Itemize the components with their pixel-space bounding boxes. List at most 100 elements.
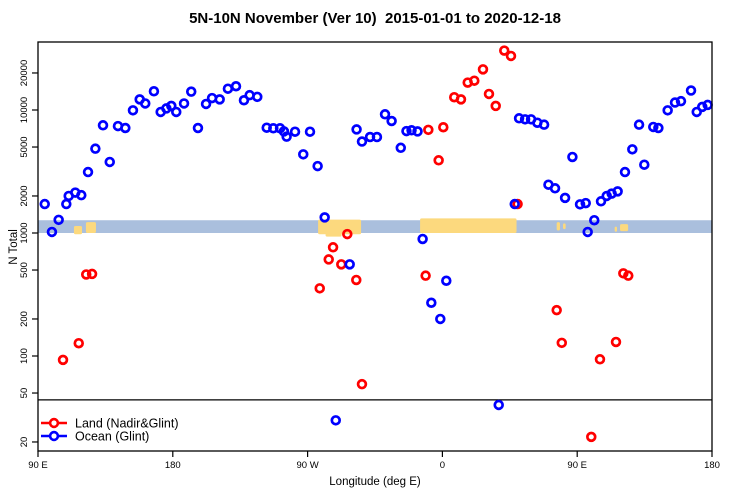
data-point — [281, 131, 292, 142]
x-tick-label: 90 E — [567, 460, 587, 471]
y-tick-label: 2000 — [19, 185, 30, 206]
data-point — [401, 125, 412, 137]
data-point — [435, 313, 446, 325]
data-point — [97, 120, 109, 131]
data-point — [574, 199, 586, 210]
data-point — [61, 198, 72, 210]
data-point — [551, 304, 562, 316]
data-point — [477, 64, 489, 75]
y-axis: 20 50 100 200 500 1000 2000 5000 10000 20000 — [19, 60, 38, 448]
y-tick-label: 100 — [19, 348, 30, 364]
data-point — [412, 126, 423, 137]
data-point — [594, 354, 606, 365]
data-point — [685, 85, 697, 96]
y-tick-label: 10000 — [19, 97, 30, 123]
data-point — [623, 270, 634, 281]
data-point — [170, 106, 182, 118]
data-point — [662, 105, 673, 116]
land-patch — [620, 224, 629, 232]
data-point — [702, 99, 713, 111]
data-point — [82, 166, 94, 178]
chart-title: 5N-10N November (Ver 10) 2015-01-01 to 2… — [189, 10, 561, 27]
data-point — [538, 119, 550, 130]
data-point — [559, 192, 571, 204]
x-tick-label: 180 — [165, 460, 181, 471]
data-point — [323, 254, 334, 265]
data-point — [417, 233, 428, 245]
data-point — [499, 45, 510, 56]
land-points — [57, 45, 634, 443]
data-point — [433, 155, 444, 166]
data-point — [222, 83, 234, 94]
data-point — [426, 297, 437, 308]
data-point — [330, 415, 342, 426]
land-patch — [556, 222, 560, 231]
plot-frame — [37, 41, 713, 452]
data-point — [342, 228, 353, 240]
data-point — [185, 86, 197, 97]
data-point — [675, 95, 687, 107]
data-point — [178, 98, 190, 109]
data-point — [589, 214, 600, 226]
data-point — [344, 259, 355, 270]
y-tick-label: 500 — [19, 262, 30, 278]
data-point — [455, 94, 467, 105]
data-point — [395, 142, 407, 154]
y-tick-label: 20 — [19, 437, 30, 448]
data-point — [483, 88, 495, 100]
y-tick-label: 1000 — [19, 222, 30, 243]
data-point — [580, 197, 591, 209]
data-point — [86, 268, 98, 280]
data-point — [351, 274, 362, 286]
data-point — [238, 95, 250, 106]
data-point — [327, 242, 339, 253]
x-axis: 90 E 180 90 W 0 90 E 180 — [28, 451, 720, 471]
y-tick-label: 200 — [19, 311, 30, 327]
data-point — [648, 121, 659, 133]
reference-band — [38, 220, 712, 233]
data-point — [148, 86, 160, 97]
data-point — [379, 109, 391, 120]
data-point — [53, 214, 64, 226]
data-point — [595, 196, 607, 207]
data-point — [104, 156, 115, 168]
y-tick-label: 50 — [19, 388, 30, 399]
legend: Land (Nadir&Glint)Ocean (Glint) — [41, 417, 179, 444]
data-point — [619, 166, 631, 178]
data-point — [166, 100, 177, 112]
data-point — [200, 98, 212, 110]
data-point — [192, 122, 204, 134]
data-point — [356, 136, 368, 147]
data-point — [120, 122, 131, 134]
data-point — [505, 50, 517, 62]
legend-label: Land (Nadir&Glint) — [75, 417, 179, 431]
data-point — [490, 100, 501, 112]
data-point — [356, 378, 368, 390]
data-point — [627, 144, 638, 155]
data-point — [509, 198, 520, 210]
data-point — [519, 114, 531, 125]
data-point — [127, 105, 139, 116]
y-axis-title: N Total — [8, 229, 20, 265]
legend-marker — [48, 430, 60, 442]
x-tick-label: 0 — [440, 460, 445, 471]
data-point — [351, 124, 362, 135]
y-tick-label: 5000 — [19, 136, 30, 157]
data-point — [420, 270, 431, 281]
data-point — [406, 125, 417, 136]
data-point — [39, 198, 50, 210]
land-patch — [614, 226, 618, 232]
data-point — [633, 119, 645, 130]
data-point — [586, 431, 597, 443]
x-tick-label: 90 E — [28, 460, 48, 471]
data-point — [386, 115, 397, 127]
data-point — [230, 80, 242, 92]
data-point — [90, 143, 101, 154]
data-point — [438, 122, 449, 133]
data-point — [549, 183, 561, 194]
data-point — [76, 189, 87, 201]
land-patch — [73, 225, 83, 235]
x-tick-label: 90 W — [297, 460, 319, 471]
data-point — [582, 226, 593, 238]
